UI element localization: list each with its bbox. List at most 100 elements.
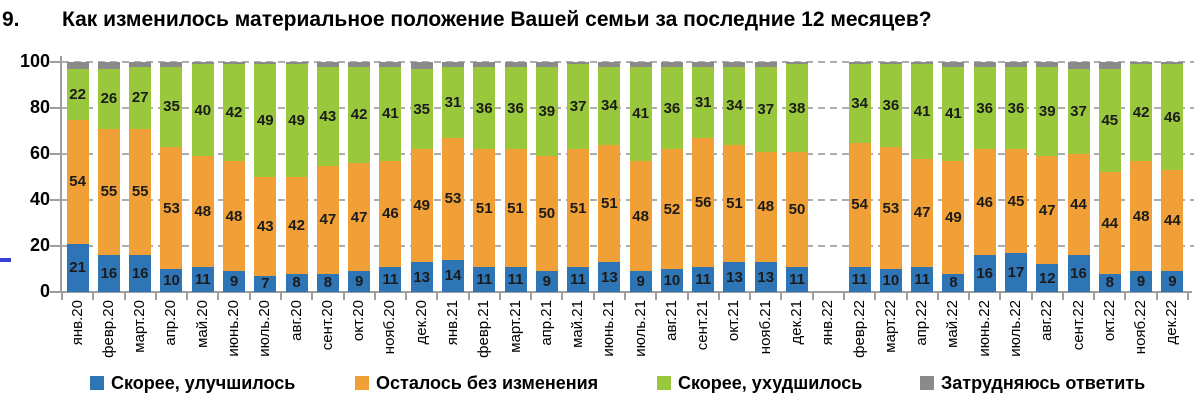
bar-нояб.21: 13 48 37: [754, 62, 777, 292]
x-tick-mark: [1093, 293, 1096, 300]
value-label: 51: [726, 194, 743, 212]
segment-series-3: [66, 62, 89, 69]
segment-series-1: 54: [66, 119, 89, 244]
value-label: 51: [507, 199, 524, 217]
segment-series-3: [348, 62, 371, 67]
segment-series-0: 16: [973, 255, 996, 292]
x-tick-label-июль.20: июль.20: [256, 300, 274, 357]
segment-series-1: 50: [535, 156, 558, 272]
segment-series-0: 7: [254, 275, 277, 292]
segment-series-1: 44: [1098, 172, 1121, 274]
segment-series-0: 13: [723, 262, 746, 292]
segment-series-3: [723, 62, 746, 67]
segment-series-1: 42: [285, 177, 308, 274]
value-label: 34: [726, 97, 743, 115]
bar-июнь.22: 16 46 36: [973, 62, 996, 292]
segment-series-0: 10: [879, 269, 902, 292]
value-label: 11: [695, 270, 712, 288]
segment-series-1: 48: [1130, 160, 1153, 272]
segment-series-0: 9: [629, 271, 652, 292]
value-label: 11: [914, 270, 931, 288]
value-label: 54: [851, 196, 868, 214]
x-tick-mark: [311, 293, 314, 300]
value-label: 46: [382, 205, 399, 223]
segment-series-3: [97, 62, 120, 69]
value-label: 50: [538, 205, 556, 223]
value-label: 35: [163, 98, 180, 116]
value-label: 9: [354, 273, 364, 291]
x-tick-label-янв.22: янв.22: [819, 300, 837, 346]
legend-item-2: Скорее, ухудшилось: [657, 373, 862, 394]
segment-series-3: [911, 62, 934, 65]
bar-март.20: 16 55 27: [129, 62, 152, 292]
segment-series-0: 8: [1098, 273, 1121, 292]
bar-янв.20: 21 54 22: [66, 62, 89, 292]
segment-series-1: 56: [692, 137, 715, 267]
x-tick-mark: [1155, 293, 1158, 300]
segment-series-1: 53: [441, 137, 464, 260]
segment-series-0: 9: [1130, 271, 1153, 292]
segment-series-0: 11: [848, 266, 871, 292]
legend-item-1: Осталось без изменения: [355, 373, 598, 394]
segment-series-3: [379, 62, 402, 67]
segment-series-0: 11: [567, 266, 590, 292]
value-label: 36: [507, 99, 524, 117]
x-tick-label-март.22: март.22: [881, 300, 899, 353]
bar-март.21: 11 51 36: [504, 62, 527, 292]
gridline-60: [62, 153, 1194, 155]
value-label: 54: [69, 173, 86, 191]
segment-series-3: [1067, 62, 1090, 69]
y-tick-label-40: 40: [29, 189, 50, 209]
x-tick-label-сент.20: сент.20: [318, 300, 336, 351]
segment-series-0: 9: [348, 271, 371, 292]
segment-series-2: 34: [723, 66, 746, 145]
segment-series-0: 13: [754, 262, 777, 292]
segment-series-0: 11: [911, 266, 934, 292]
value-label: 27: [131, 89, 149, 107]
value-label: 40: [194, 101, 212, 119]
x-tick-label-февр.20: февр.20: [99, 300, 117, 358]
segment-series-1: 52: [660, 149, 683, 269]
x-tick-label-май.21: май.21: [569, 300, 587, 348]
value-label: 34: [851, 94, 868, 112]
x-tick-mark: [61, 293, 63, 300]
value-label: 49: [288, 112, 305, 130]
x-tick-mark: [561, 293, 564, 300]
value-label: 9: [1168, 273, 1177, 291]
segment-series-0: 8: [942, 273, 965, 292]
segment-series-3: [160, 62, 183, 67]
bar-февр.22: 11 54 34: [848, 62, 871, 292]
value-label: 13: [601, 268, 618, 286]
segment-series-2: 35: [160, 66, 183, 148]
segment-series-1: 49: [410, 149, 433, 263]
x-tick-mark: [968, 293, 971, 300]
segment-series-2: 42: [348, 66, 371, 164]
bar-янв.21: 14 53 31: [441, 62, 464, 292]
segment-series-1: 46: [379, 160, 402, 267]
value-label: 13: [757, 268, 775, 286]
value-label: 52: [663, 200, 681, 218]
bar-февр.20: 16 55 26: [97, 62, 120, 292]
y-tick-mark: [50, 291, 62, 293]
x-tick-label-авг.20: авг.20: [287, 300, 305, 341]
y-tick-mark: [50, 153, 62, 155]
value-label: 42: [1132, 104, 1150, 122]
segment-series-2: 36: [660, 66, 683, 150]
value-label: 37: [1070, 102, 1087, 120]
segment-series-1: 54: [848, 142, 871, 267]
value-label: 8: [1105, 274, 1114, 292]
x-tick-mark: [248, 293, 251, 300]
bar-май.20: 11 48 40: [191, 62, 214, 292]
value-label: 47: [350, 208, 368, 226]
y-tick-label-20: 20: [29, 235, 50, 255]
segment-series-3: [973, 62, 996, 67]
value-label: 48: [1132, 207, 1150, 225]
value-label: 49: [413, 197, 431, 215]
x-tick-label-дек.22: дек.22: [1163, 300, 1181, 345]
value-label: 49: [945, 208, 962, 226]
x-tick-label-нояб.20: нояб.20: [381, 300, 399, 355]
value-label: 44: [1070, 196, 1087, 214]
segment-series-3: [285, 62, 308, 65]
value-label: 51: [475, 199, 493, 217]
chart-title: Как изменилось материальное положение Ва…: [62, 8, 932, 31]
